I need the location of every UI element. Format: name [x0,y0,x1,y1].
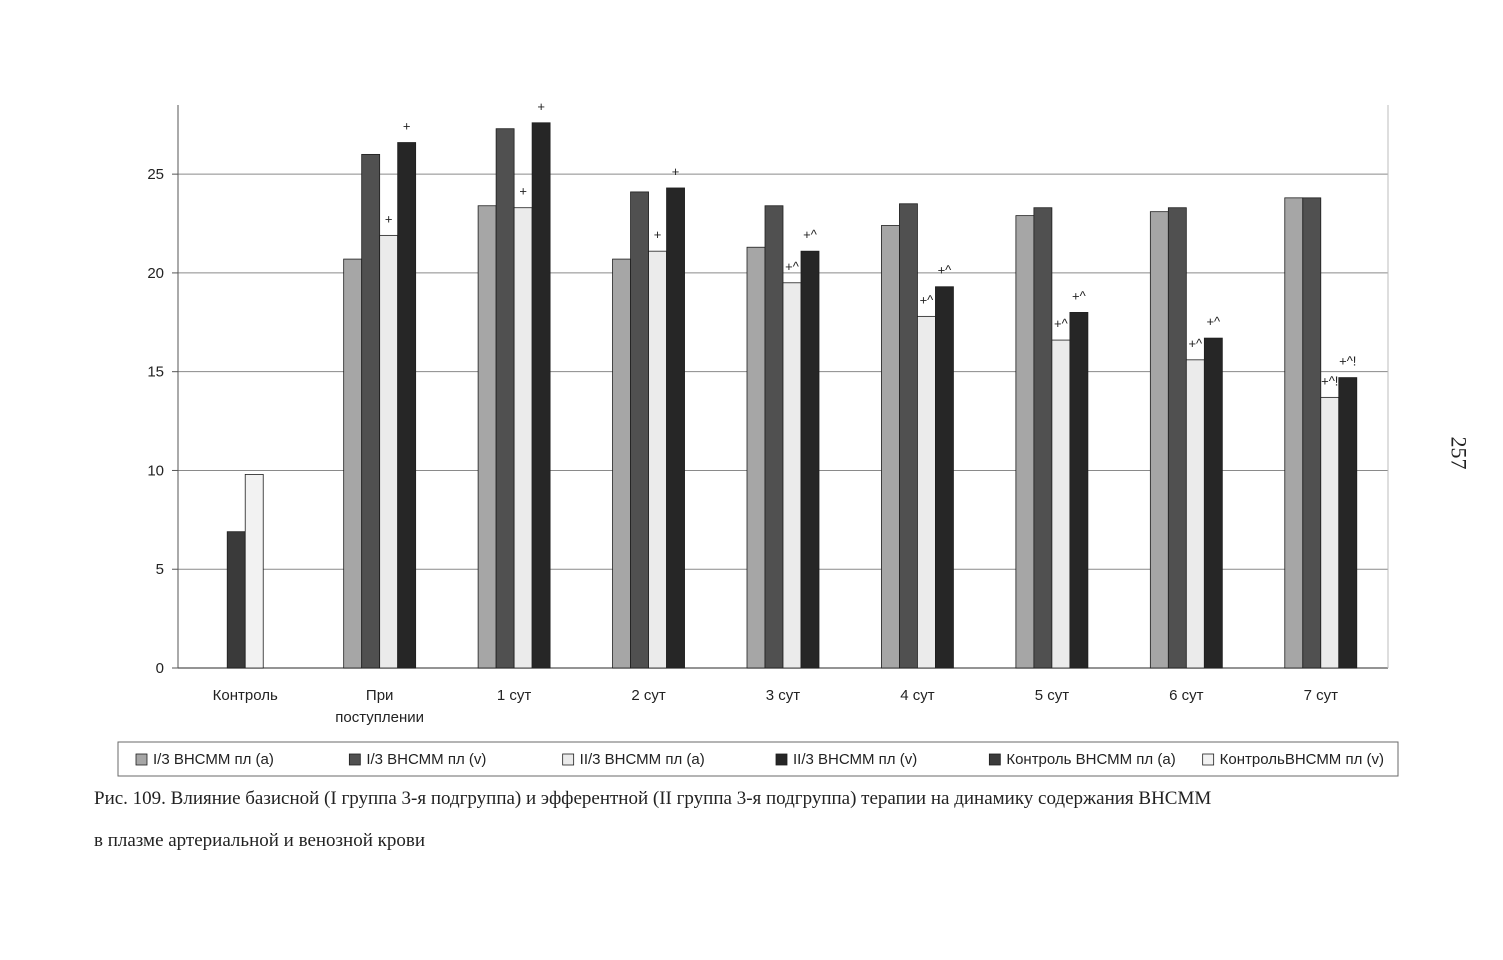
legend-label: КонтрольВНСММ пл (v) [1220,751,1384,768]
bar [1033,207,1053,669]
bar [881,225,900,669]
bar-chart: +++++++^+^+^+^+^+^+^+^+^!+^! Контроль При… [117,99,1399,777]
significance-mark: +^ [1188,336,1203,351]
category-label: 7 сут [1304,687,1339,704]
legend-label: I/3 ВНСММ пл (v) [366,751,486,768]
legend-label: II/3 ВНСММ пл (v) [793,751,917,768]
category-label: Контроль [213,687,278,704]
bar [782,282,802,669]
y-tick-label: 5 [156,561,164,578]
bar [1051,339,1071,669]
bar [397,142,417,669]
bar [495,128,515,669]
significance-mark: + [385,211,393,226]
legend-swatch [135,753,148,766]
bar [379,234,399,669]
category-label: 1 сут [497,687,532,704]
significance-mark: + [403,119,411,134]
significance-mark: + [654,227,662,242]
y-tick-label: 0 [156,660,164,677]
bar [226,531,246,669]
bar [1338,377,1358,669]
significance-mark: +^ [1072,288,1087,303]
significance-mark: +^ [938,263,953,278]
bar [630,191,649,669]
bar [477,205,497,669]
bar [1302,197,1322,669]
bar [1203,337,1223,669]
significance-mark: +^ [920,292,935,307]
bar [935,286,954,669]
bar [746,246,766,669]
bar [648,250,667,669]
bars [226,122,1358,669]
y-tick-label: 10 [147,462,164,479]
legend-swatch [1202,753,1215,766]
legend-label: I/3 ВНСММ пл (a) [153,751,274,768]
bar [1069,312,1089,669]
bar [800,250,820,669]
category-labels: Контроль При поступлении 1 сут 2 сут 3 сут 4 с… [213,687,1338,726]
bar [666,187,685,669]
bar [531,122,551,669]
significance-mark: + [537,99,545,114]
bar [612,258,631,669]
significance-mark: +^ [803,227,818,242]
bar [917,315,936,669]
category-label: 5 сут [1035,687,1070,704]
bar [1320,396,1340,669]
legend-swatch [348,753,361,766]
page-number: 257 [1446,436,1472,470]
bar [1167,207,1187,669]
legend-swatch [988,753,1001,766]
significance-mark: +^! [1321,373,1338,388]
y-tick-label: 25 [147,166,164,183]
significance-mark: +^! [1339,354,1356,369]
significance-mark: + [672,164,680,179]
y-tick-label: 15 [147,364,164,381]
significance-mark: +^ [1206,314,1221,329]
legend-box [117,741,1399,777]
category-label: 3 сут [766,687,801,704]
bar [1015,215,1035,669]
y-tick-labels: 0 5 10 15 20 25 [147,166,164,677]
category-label: 6 сут [1169,687,1204,704]
legend-label: Контроль ВНСММ пл (a) [1006,751,1175,768]
category-label: 4 сут [900,687,935,704]
bar [1284,197,1304,669]
significance-mark: + [519,184,527,199]
legend-label: II/3 ВНСММ пл (a) [580,751,705,768]
legend-swatch [775,753,788,766]
significance-marks: +++++++^+^+^+^+^+^+^+^+^!+^! [385,99,1357,389]
bar [764,205,784,669]
bar [1149,211,1169,669]
category-label: При поступлении [335,687,424,726]
bar [899,203,918,669]
bar [361,153,381,669]
figure-caption-line-1: Рис. 109. Влияние базисной (I группа 3-я… [94,788,1212,809]
bar [244,474,264,669]
significance-mark: +^ [1054,316,1069,331]
significance-mark: +^ [785,259,800,274]
bar [343,258,363,669]
category-label: 2 сут [631,687,666,704]
y-tick-label: 20 [147,265,164,282]
legend-swatch [562,753,575,766]
bar [513,207,533,669]
figure-caption-line-2: в плазме артериальной и венозной крови [94,830,426,851]
bar [1185,359,1205,669]
legend: I/3 ВНСММ пл (a) I/3 ВНСММ пл (v) II/3 ВНС… [117,741,1399,777]
